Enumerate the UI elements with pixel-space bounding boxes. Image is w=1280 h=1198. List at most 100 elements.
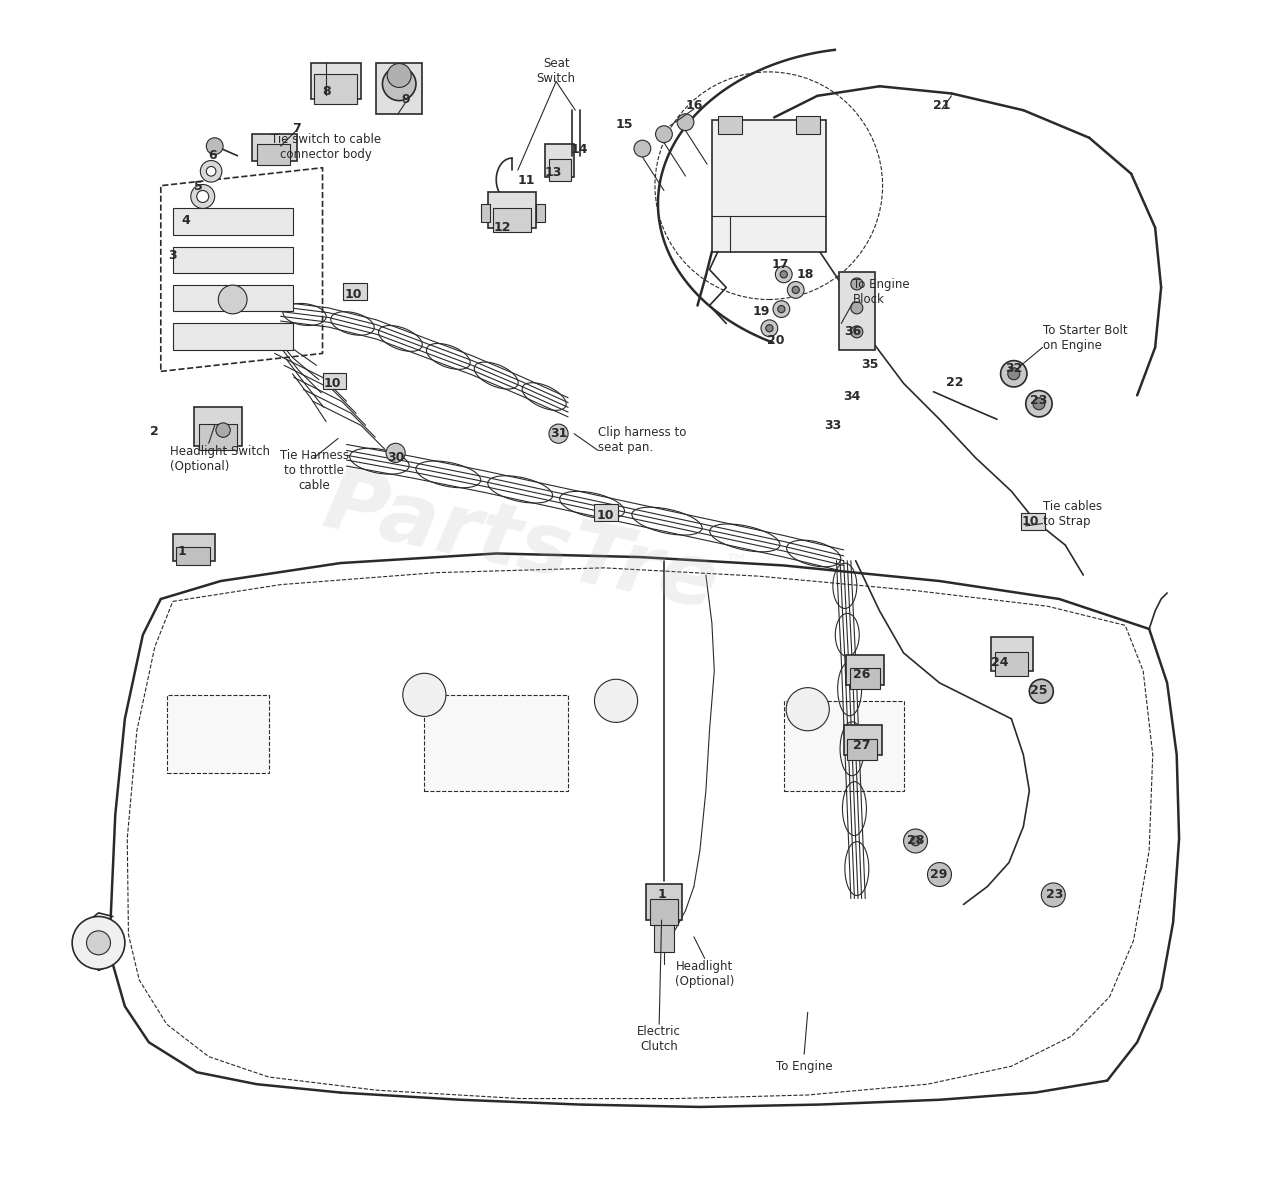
Bar	[173, 208, 293, 235]
Circle shape	[72, 916, 125, 969]
Bar	[173, 323, 293, 350]
Text: 27: 27	[852, 739, 870, 751]
Text: Seat
Switch: Seat Switch	[536, 56, 576, 85]
Circle shape	[655, 126, 672, 143]
Text: 26: 26	[852, 668, 870, 680]
Circle shape	[765, 325, 773, 332]
Bar	[425, 695, 568, 791]
Bar	[314, 74, 357, 104]
Text: 15: 15	[616, 119, 634, 131]
Text: To Engine
Block: To Engine Block	[854, 278, 910, 307]
Circle shape	[634, 140, 650, 157]
Text: Electric
Clutch: Electric Clutch	[637, 1024, 681, 1053]
Text: 1: 1	[178, 545, 187, 557]
Circle shape	[787, 282, 804, 298]
Bar	[1021, 513, 1044, 530]
Bar	[488, 192, 536, 228]
Circle shape	[206, 138, 223, 155]
Text: PartsTre: PartsTre	[316, 462, 724, 628]
Bar	[545, 144, 575, 177]
Circle shape	[549, 424, 568, 443]
Text: 4: 4	[182, 214, 191, 226]
Text: 7: 7	[292, 122, 301, 134]
Text: Tie cables
to Strap: Tie cables to Strap	[1042, 500, 1102, 528]
Bar	[536, 204, 545, 222]
Text: 36: 36	[845, 326, 861, 338]
Bar	[323, 373, 347, 389]
Bar	[712, 120, 826, 252]
Text: 11: 11	[517, 175, 535, 187]
Circle shape	[781, 271, 787, 278]
Text: 1: 1	[657, 889, 666, 901]
Circle shape	[216, 423, 230, 437]
Circle shape	[383, 67, 416, 101]
Circle shape	[387, 443, 406, 462]
Circle shape	[776, 266, 792, 283]
Bar	[195, 407, 242, 446]
Circle shape	[87, 931, 110, 955]
Bar	[343, 283, 367, 300]
Bar	[173, 247, 293, 273]
Bar	[991, 637, 1033, 671]
Circle shape	[1029, 679, 1053, 703]
Bar	[173, 285, 293, 311]
Bar	[252, 134, 297, 161]
Circle shape	[677, 114, 694, 131]
Text: 16: 16	[685, 99, 703, 111]
Bar	[376, 63, 422, 114]
Text: 13: 13	[545, 167, 562, 179]
Bar	[256, 144, 291, 165]
Circle shape	[1025, 391, 1052, 417]
Circle shape	[1007, 368, 1020, 380]
Text: 10: 10	[344, 289, 362, 301]
Bar	[594, 504, 618, 521]
Bar	[850, 668, 879, 689]
Text: 10: 10	[1021, 515, 1039, 527]
Text: 24: 24	[991, 657, 1009, 668]
Bar	[481, 204, 490, 222]
Text: 21: 21	[933, 99, 951, 111]
Text: 9: 9	[401, 93, 410, 105]
Bar	[796, 116, 819, 134]
Text: 29: 29	[929, 869, 947, 881]
Bar	[838, 272, 874, 350]
Text: 20: 20	[767, 334, 785, 346]
Text: 8: 8	[321, 85, 330, 97]
Circle shape	[403, 673, 445, 716]
Bar	[844, 725, 882, 755]
Text: Tie switch to cable
connector body: Tie switch to cable connector body	[271, 133, 381, 162]
Text: Tie Harness
to throttle
cable: Tie Harness to throttle cable	[279, 449, 348, 492]
Circle shape	[851, 302, 863, 314]
Circle shape	[219, 285, 247, 314]
Circle shape	[1042, 883, 1065, 907]
Circle shape	[851, 326, 863, 338]
Text: 35: 35	[861, 358, 878, 370]
Circle shape	[594, 679, 637, 722]
Text: 34: 34	[844, 391, 860, 403]
Text: 10: 10	[596, 509, 614, 521]
Text: ™: ™	[723, 553, 749, 577]
Text: 3: 3	[169, 249, 177, 261]
Bar	[311, 63, 361, 99]
Text: To Starter Bolt
on Engine: To Starter Bolt on Engine	[1042, 323, 1128, 352]
Bar	[200, 424, 238, 450]
Circle shape	[851, 278, 863, 290]
Circle shape	[191, 184, 215, 208]
Text: 32: 32	[1005, 363, 1023, 375]
Text: 2: 2	[151, 425, 159, 437]
Circle shape	[773, 301, 790, 317]
Circle shape	[904, 829, 928, 853]
Bar	[846, 655, 884, 685]
Bar	[177, 547, 210, 565]
Bar	[654, 922, 673, 952]
Text: 17: 17	[772, 259, 788, 271]
Circle shape	[206, 167, 216, 176]
Text: 30: 30	[387, 452, 404, 464]
Bar	[783, 701, 904, 791]
Circle shape	[762, 320, 778, 337]
Text: 14: 14	[570, 144, 588, 156]
Text: 19: 19	[753, 305, 769, 317]
Bar	[718, 116, 742, 134]
Text: Clip harness to
seat pan.: Clip harness to seat pan.	[598, 425, 686, 454]
Circle shape	[911, 836, 920, 846]
